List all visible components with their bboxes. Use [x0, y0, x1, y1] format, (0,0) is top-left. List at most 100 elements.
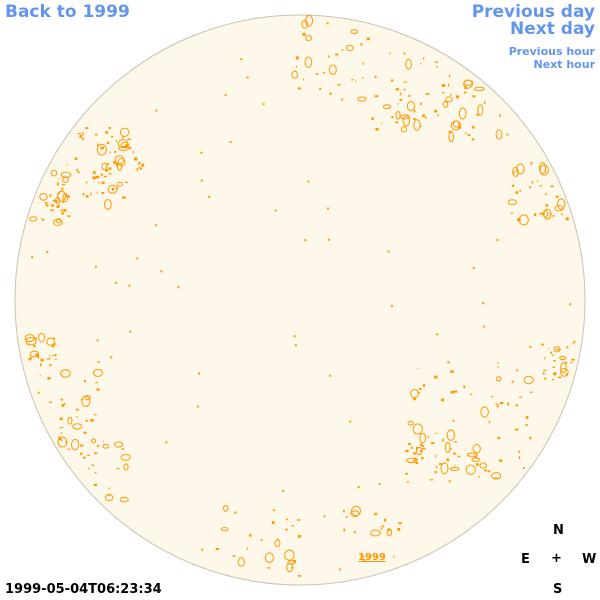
contour-loop [444, 441, 451, 454]
contour-loop [395, 110, 401, 120]
contour-speck [425, 93, 430, 95]
contour-speck [93, 171, 96, 174]
contour-speck [391, 79, 394, 82]
contour-speck [155, 109, 158, 112]
contour-speck [403, 88, 406, 91]
contour-speck [448, 480, 451, 483]
contour-speck [129, 330, 132, 333]
year-label-link[interactable]: 1999 [358, 552, 386, 563]
compass-center-icon: + [551, 551, 562, 566]
contour-speck [374, 512, 378, 516]
contour-loop [402, 115, 410, 127]
contour-speck [525, 424, 528, 426]
contour-loop [91, 438, 97, 444]
contour-speck [544, 193, 547, 195]
contour-speck [66, 194, 70, 198]
contour-speck [327, 238, 330, 241]
contour-speck [267, 567, 271, 569]
contour-speck [93, 483, 97, 487]
contour-speck [51, 204, 55, 207]
contour-speck [552, 366, 555, 368]
contour-speck [85, 181, 88, 184]
contour-speck [85, 419, 88, 422]
contour-speck [518, 450, 521, 453]
next-day-link[interactable]: Next day [510, 19, 595, 39]
contour-speck [282, 489, 285, 492]
contour-loop [104, 494, 114, 502]
contour-speck [474, 455, 478, 459]
contour-speck [561, 213, 563, 216]
contour-speck [100, 173, 103, 176]
contour-speck [435, 454, 437, 458]
contour-speck [61, 405, 65, 407]
contour-speck [341, 98, 343, 101]
contour-speck [122, 196, 126, 199]
contour-speck [66, 164, 68, 166]
contour-speck [341, 49, 344, 51]
contour-speck [35, 353, 39, 356]
contour-speck [41, 218, 44, 220]
contour-speck [457, 455, 461, 458]
previous-day-link[interactable]: Previous day [471, 2, 595, 22]
contour-loop [29, 216, 38, 222]
contour-speck [111, 135, 114, 138]
contour-speck [529, 345, 532, 348]
contour-speck [420, 443, 423, 446]
contour-speck [529, 186, 531, 189]
contour-speck [517, 218, 521, 221]
contour-speck [115, 281, 118, 284]
contour-speck [345, 516, 348, 518]
contour-speck [61, 439, 63, 442]
contour-speck [260, 539, 263, 541]
contour-speck [484, 469, 488, 472]
contour-speck [62, 183, 66, 186]
contour-loop [419, 433, 427, 444]
contour-speck [108, 487, 110, 489]
contour-speck [88, 467, 90, 470]
contour-loop [557, 198, 566, 210]
contour-speck [422, 114, 425, 118]
contour-speck [246, 76, 249, 79]
contour-loop [72, 423, 83, 430]
contour-speck [319, 87, 322, 90]
contour-speck [297, 535, 302, 538]
contour-speck [61, 432, 63, 434]
contour-speck [371, 117, 374, 120]
contour-speck [453, 452, 456, 455]
contour-speck [439, 463, 443, 465]
contour-loop [305, 35, 313, 42]
contour-speck [488, 420, 491, 424]
contour-speck [74, 157, 78, 160]
contour-speck [454, 464, 456, 466]
contour-speck [177, 286, 180, 289]
contour-loop [560, 367, 569, 377]
contour-speck [46, 251, 49, 254]
contour-speck [95, 175, 100, 179]
contour-loop [114, 155, 125, 165]
contour-loop [407, 420, 414, 426]
contour-speck [335, 53, 339, 56]
next-hour-link[interactable]: Next hour [533, 58, 596, 71]
contour-loop [400, 126, 407, 133]
contour-speck [553, 360, 556, 362]
contour-loop [523, 375, 534, 385]
contour-speck [455, 95, 460, 99]
previous-hour-link[interactable]: Previous hour [508, 45, 595, 58]
contour-speck [28, 358, 31, 361]
contour-speck [458, 126, 462, 129]
contour-speck [85, 195, 89, 198]
back-to-year-link[interactable]: Back to 1999 [5, 2, 130, 22]
contour-speck [57, 182, 59, 184]
contour-loop [222, 505, 229, 512]
contour-loop [118, 146, 130, 151]
contour-speck [395, 121, 398, 124]
contour-speck [448, 130, 452, 133]
contour-speck [142, 163, 145, 166]
contour-speck [54, 358, 58, 360]
contour-speck [496, 239, 499, 241]
contour-loop [301, 19, 309, 29]
contour-loop [119, 127, 130, 138]
contour-speck [295, 56, 299, 60]
contour-loop [480, 406, 489, 418]
contour-speck [297, 575, 301, 577]
